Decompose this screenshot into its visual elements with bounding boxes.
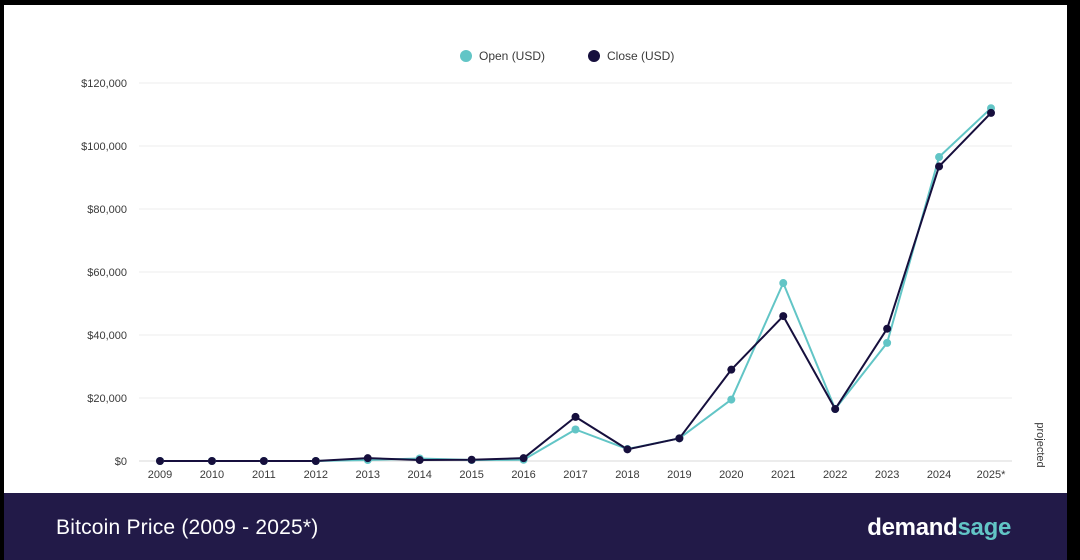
data-point-1	[987, 108, 995, 117]
data-point-1	[623, 445, 632, 454]
brand-logo: demandsage	[867, 514, 1011, 542]
data-point-1	[779, 312, 788, 321]
data-point-1	[311, 457, 320, 465]
data-point-0	[727, 395, 736, 404]
data-point-0	[883, 338, 892, 347]
projected-note: projected	[1034, 422, 1046, 467]
data-point-1	[675, 434, 684, 443]
y-tick-label: $80,000	[87, 204, 127, 216]
x-tick-label: 2009	[148, 469, 172, 481]
y-tick-label: $120,000	[81, 78, 127, 90]
data-point-0	[935, 153, 944, 162]
data-point-1	[883, 324, 892, 333]
data-point-1	[831, 405, 840, 414]
data-point-1	[519, 454, 528, 463]
x-tick-label: 2012	[304, 469, 328, 481]
x-tick-label: 2011	[252, 469, 276, 481]
y-tick-label: $100,000	[81, 141, 127, 153]
data-point-1	[415, 456, 424, 465]
brand-logo-part2: sage	[957, 514, 1011, 541]
y-tick-label: $20,000	[87, 393, 127, 405]
x-tick-label: 2022	[823, 469, 847, 481]
data-point-1	[207, 457, 216, 465]
x-tick-label: 2018	[615, 469, 639, 481]
data-point-1	[935, 162, 944, 171]
x-tick-label: 2016	[511, 469, 535, 481]
series-line-1	[160, 112, 992, 462]
brand-logo-part1: demand	[867, 514, 958, 541]
y-tick-label: $0	[115, 456, 127, 468]
legend-marker-1	[588, 50, 600, 62]
x-tick-label: 2014	[407, 469, 431, 481]
x-tick-label: 2021	[771, 469, 795, 481]
x-tick-label: 2015	[459, 469, 483, 481]
x-tick-label: 2024	[927, 469, 951, 481]
chart-card: $0 $20,000 $40,000 $60,000 $80,000 $100,000 $1…	[4, 5, 1067, 493]
legend-label-0: Open (USD)	[479, 49, 545, 63]
data-point-1	[727, 365, 736, 374]
data-point-1	[259, 457, 268, 465]
series-line-0	[160, 107, 992, 462]
legend-label-1: Close (USD)	[607, 49, 674, 63]
x-tick-label: 2020	[719, 469, 743, 481]
data-point-1	[467, 455, 476, 464]
x-tick-label: 2010	[200, 469, 224, 481]
data-point-1	[571, 412, 580, 421]
data-point-0	[779, 279, 788, 288]
footer-bar: Bitcoin Price (2009 - 2025*) demandsage	[4, 493, 1067, 560]
y-tick-label: $40,000	[87, 330, 127, 342]
data-point-1	[363, 454, 372, 463]
x-tick-label: 2013	[356, 469, 380, 481]
x-tick-label: 2019	[667, 469, 691, 481]
x-tick-label: 2017	[563, 469, 587, 481]
legend-marker-0	[460, 50, 472, 62]
x-tick-label: 2025*	[977, 469, 1006, 481]
x-tick-label: 2023	[875, 469, 899, 481]
y-tick-label: $60,000	[87, 267, 127, 279]
chart-title: Bitcoin Price (2009 - 2025*)	[56, 516, 319, 539]
line-chart: $0 $20,000 $40,000 $60,000 $80,000 $100,000 $1…	[81, 49, 1046, 481]
data-point-0	[571, 425, 580, 434]
data-point-1	[156, 457, 164, 465]
